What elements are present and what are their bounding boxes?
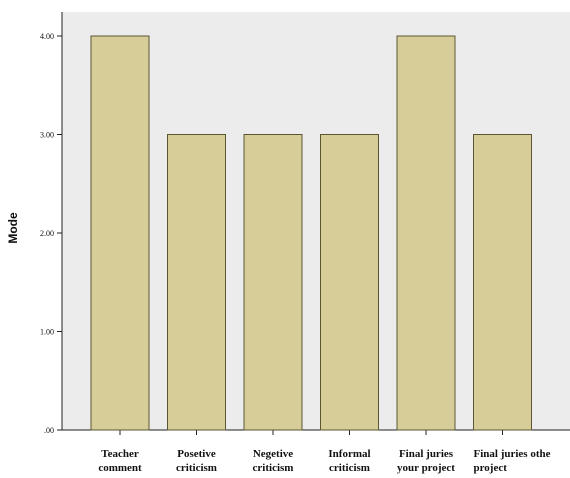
x-category-label: Informal [328, 448, 370, 460]
bar [320, 134, 379, 431]
x-category-label: Teacher [101, 448, 139, 460]
x-category-label: Final juries othe [474, 448, 551, 460]
y-tick-label: 3.00 [40, 131, 54, 140]
x-category-label: comment [98, 462, 142, 474]
bar [167, 134, 226, 431]
bar [396, 35, 456, 431]
bar [243, 134, 303, 431]
x-category-label: criticism [329, 462, 370, 474]
y-axis-label: Mode [6, 212, 20, 244]
x-category-label: your project [397, 462, 455, 474]
x-category-label: criticism [176, 462, 217, 474]
x-category-label: Negetive [253, 448, 293, 460]
bar [90, 35, 150, 431]
x-category-label: Posetive [177, 448, 216, 460]
x-category-label: Final juries [399, 448, 454, 460]
y-tick-label: .00 [44, 426, 54, 435]
bar [473, 134, 532, 431]
y-tick-label: 2.00 [40, 229, 54, 238]
x-category-label: project [474, 462, 508, 474]
y-tick-label: 4.00 [40, 32, 54, 41]
y-tick-label: 1.00 [40, 328, 54, 337]
x-category-label: criticism [253, 462, 294, 474]
